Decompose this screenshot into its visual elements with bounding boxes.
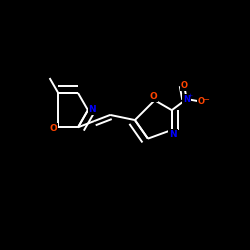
- Text: N: N: [169, 130, 177, 139]
- Text: +: +: [187, 93, 192, 98]
- Text: O: O: [181, 81, 188, 90]
- Text: O: O: [198, 97, 205, 106]
- Text: −: −: [202, 95, 209, 104]
- Text: O: O: [50, 124, 58, 133]
- Text: O: O: [150, 92, 157, 101]
- Text: N: N: [183, 94, 190, 104]
- Text: N: N: [88, 105, 96, 114]
